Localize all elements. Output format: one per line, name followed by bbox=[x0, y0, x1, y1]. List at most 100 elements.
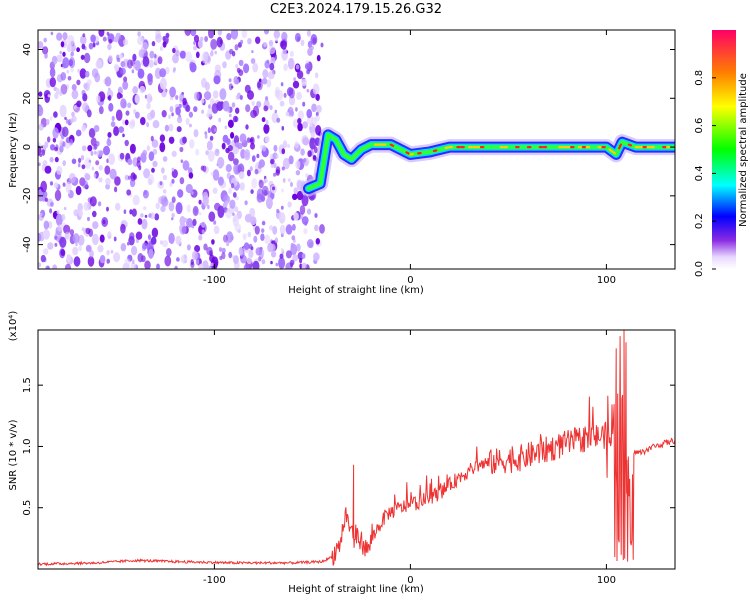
noise-speckle bbox=[245, 124, 249, 130]
noise-speckle bbox=[204, 91, 212, 101]
noise-speckle bbox=[240, 39, 244, 45]
noise-speckle bbox=[216, 101, 224, 112]
noise-speckle bbox=[225, 164, 232, 173]
noise-speckle bbox=[60, 84, 68, 95]
noise-speckle bbox=[269, 224, 273, 231]
noise-speckle bbox=[248, 249, 254, 258]
noise-speckle bbox=[226, 231, 234, 243]
noise-speckle bbox=[261, 185, 269, 197]
noise-speckle bbox=[95, 59, 103, 69]
noise-speckle bbox=[273, 162, 277, 169]
noise-speckle bbox=[274, 237, 279, 244]
noise-speckle bbox=[156, 263, 160, 269]
noise-speckle bbox=[201, 221, 206, 228]
noise-speckle bbox=[228, 83, 233, 91]
noise-speckle bbox=[149, 50, 155, 59]
noise-speckle bbox=[59, 145, 64, 153]
noise-speckle bbox=[124, 119, 129, 126]
noise-speckle bbox=[243, 63, 250, 74]
noise-speckle bbox=[80, 72, 86, 79]
noise-speckle bbox=[92, 221, 99, 230]
spectrogram-axes: -100 0 100 -40 -20 0 20 40 bbox=[22, 30, 675, 286]
noise-speckle bbox=[282, 140, 288, 149]
noise-speckle bbox=[237, 142, 243, 150]
colorbar-tick-label: 0.0 bbox=[694, 261, 705, 277]
noise-speckle bbox=[164, 255, 172, 267]
noise-speckle bbox=[77, 68, 80, 73]
noise-speckle bbox=[110, 250, 114, 254]
noise-speckle bbox=[265, 197, 273, 209]
noise-speckle bbox=[64, 116, 67, 120]
noise-speckle bbox=[171, 167, 175, 172]
noise-speckle bbox=[98, 30, 105, 37]
noise-speckle bbox=[226, 241, 230, 247]
noise-speckle bbox=[223, 234, 228, 243]
noise-speckle bbox=[301, 194, 309, 207]
noise-speckle bbox=[208, 150, 215, 162]
noise-speckle bbox=[228, 151, 235, 162]
noise-speckle bbox=[82, 102, 89, 112]
noise-speckle bbox=[232, 212, 235, 216]
noise-speckle bbox=[214, 148, 220, 157]
noise-speckle bbox=[123, 39, 128, 46]
noise-speckle bbox=[221, 142, 226, 150]
noise-speckle bbox=[306, 30, 311, 37]
noise-speckle bbox=[281, 166, 285, 171]
noise-speckle bbox=[294, 32, 301, 43]
noise-speckle bbox=[242, 233, 247, 241]
noise-speckle bbox=[235, 78, 240, 85]
noise-speckle bbox=[113, 236, 117, 242]
noise-speckle bbox=[200, 36, 204, 42]
noise-speckle bbox=[275, 37, 278, 42]
noise-speckle bbox=[76, 47, 80, 53]
noise-speckle bbox=[182, 160, 190, 171]
noise-speckle bbox=[204, 36, 209, 42]
noise-speckle bbox=[290, 242, 294, 248]
noise-speckle bbox=[297, 110, 304, 120]
noise-speckle bbox=[162, 174, 167, 181]
noise-speckle bbox=[122, 133, 125, 138]
noise-speckle bbox=[168, 123, 174, 132]
noise-speckle bbox=[168, 114, 171, 119]
noise-speckle bbox=[185, 183, 193, 194]
noise-speckle bbox=[87, 145, 93, 152]
noise-speckle bbox=[44, 141, 49, 149]
noise-speckle bbox=[54, 235, 58, 240]
ridge-peak-mark bbox=[432, 149, 438, 153]
noise-speckle bbox=[150, 135, 154, 142]
noise-speckle bbox=[47, 136, 51, 143]
noise-speckle bbox=[123, 209, 127, 214]
noise-speckle bbox=[235, 107, 240, 114]
noise-speckle bbox=[42, 160, 48, 167]
noise-speckle bbox=[299, 257, 303, 264]
noise-speckle bbox=[281, 148, 286, 155]
noise-speckle bbox=[263, 105, 269, 112]
noise-speckle bbox=[132, 174, 138, 180]
noise-speckle bbox=[171, 196, 176, 203]
noise-speckle bbox=[90, 150, 94, 156]
noise-speckle bbox=[224, 200, 229, 205]
noise-speckle bbox=[217, 205, 225, 218]
noise-speckle bbox=[69, 59, 74, 65]
noise-speckle bbox=[129, 232, 135, 241]
noise-speckle bbox=[155, 33, 162, 43]
noise-speckle bbox=[40, 180, 47, 193]
noise-speckle bbox=[251, 178, 258, 189]
noise-speckle bbox=[110, 121, 116, 128]
noise-speckle bbox=[210, 38, 218, 50]
noise-speckle bbox=[139, 85, 146, 94]
noise-speckle bbox=[49, 208, 53, 214]
noise-speckle bbox=[193, 91, 200, 101]
noise-speckle bbox=[91, 68, 99, 78]
noise-speckle bbox=[76, 100, 82, 108]
noise-speckle bbox=[309, 123, 313, 128]
noise-speckle bbox=[105, 177, 111, 185]
noise-speckle bbox=[263, 179, 267, 184]
noise-speckle bbox=[106, 31, 110, 36]
spectrogram-marks bbox=[38, 30, 675, 269]
noise-speckle bbox=[146, 102, 151, 110]
noise-speckle bbox=[132, 259, 135, 265]
noise-speckle bbox=[206, 140, 213, 151]
colorbar-gradient bbox=[712, 30, 736, 269]
noise-speckle bbox=[137, 156, 141, 163]
